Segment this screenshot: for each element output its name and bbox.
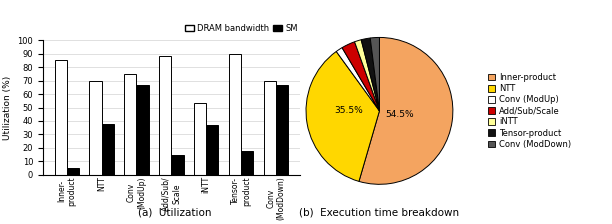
Wedge shape xyxy=(361,38,379,111)
Bar xyxy=(124,74,136,175)
Text: (a)  Utilization: (a) Utilization xyxy=(138,207,211,217)
Bar xyxy=(206,125,218,175)
Text: 35.5%: 35.5% xyxy=(334,106,363,115)
Wedge shape xyxy=(306,52,379,181)
Text: (b)  Execution time breakdown: (b) Execution time breakdown xyxy=(299,207,460,217)
Bar xyxy=(102,124,114,175)
Bar xyxy=(159,56,171,175)
Bar xyxy=(54,60,67,175)
Bar xyxy=(194,103,206,175)
Bar xyxy=(264,81,276,175)
Wedge shape xyxy=(342,42,379,111)
Text: 54.5%: 54.5% xyxy=(386,110,414,119)
Bar xyxy=(241,151,253,175)
Bar xyxy=(89,81,102,175)
Wedge shape xyxy=(336,48,379,111)
Bar xyxy=(171,155,184,175)
Bar xyxy=(276,85,288,175)
Legend: DRAM bandwidth, SM: DRAM bandwidth, SM xyxy=(182,20,301,36)
Bar xyxy=(67,168,79,175)
Legend: Inner-product, NTT, Conv (ModUp), Add/Sub/Scale, iNTT, Tensor-product, Conv (Mod: Inner-product, NTT, Conv (ModUp), Add/Su… xyxy=(485,70,574,152)
Bar xyxy=(229,54,241,175)
Wedge shape xyxy=(370,37,379,111)
Wedge shape xyxy=(354,40,379,111)
Y-axis label: Utilization (%): Utilization (%) xyxy=(3,75,12,140)
Bar xyxy=(136,85,149,175)
Wedge shape xyxy=(359,37,453,184)
